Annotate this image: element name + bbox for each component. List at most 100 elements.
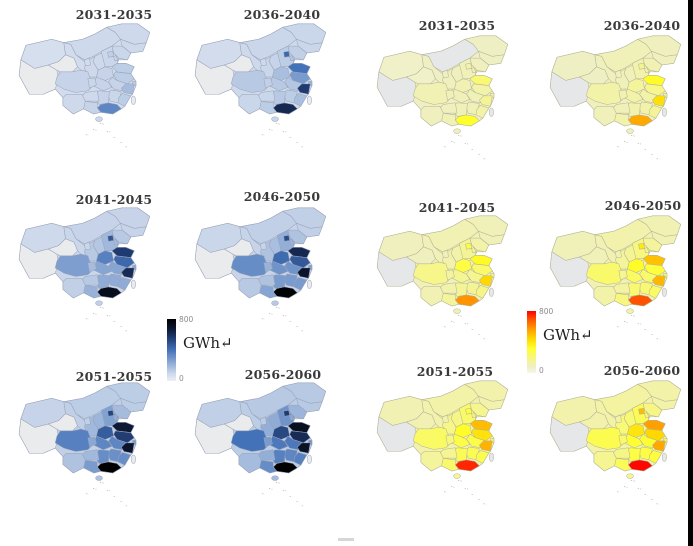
province-FJ [648, 450, 663, 464]
province-YN [62, 452, 86, 474]
province-CQ [618, 434, 628, 446]
province-FJ [293, 277, 308, 291]
sea-islands-dashes [464, 142, 469, 145]
province-CQ [445, 434, 455, 446]
province-HI [626, 473, 634, 479]
province-YN [593, 285, 617, 307]
province-TW [130, 95, 136, 105]
sea-islands-dashes [651, 333, 655, 336]
province-CQ [445, 89, 455, 101]
province-CQ [263, 77, 273, 89]
map-period-label: 2056-2060 [244, 367, 322, 382]
colorbar-max-label: 800 [179, 315, 194, 324]
sea-islands-dashes [282, 489, 287, 492]
sea-islands-dashes [125, 330, 129, 332]
province-TJ [289, 414, 295, 420]
sea-islands-dashes [106, 314, 111, 317]
province-TW [130, 279, 136, 289]
sea-islands-dashes [651, 153, 655, 156]
window-edge-border [688, 0, 693, 546]
sea-islands-dashes [301, 146, 305, 148]
province-FJ [475, 285, 490, 299]
sea-islands-dashes [296, 325, 300, 328]
province-TW [488, 452, 494, 462]
province-HI [453, 308, 461, 314]
map-period-label: 2046-2050 [604, 198, 682, 213]
colorbar-gradient [167, 319, 176, 381]
province-TJ [644, 247, 650, 253]
province-FJ [648, 105, 663, 119]
province-CQ [87, 77, 97, 89]
sea-islands-dashes [478, 153, 482, 156]
province-ZJ [652, 440, 666, 452]
sea-islands-dashes [86, 318, 89, 320]
sea-islands-dashes [471, 328, 475, 331]
province-TJ [113, 239, 119, 245]
province-HI [453, 473, 461, 479]
province-ZJ [297, 267, 311, 279]
province-TJ [471, 67, 477, 73]
sea-islands-dashes [617, 491, 620, 493]
sea-islands-dashes [450, 486, 455, 488]
sea-islands-dashes [106, 489, 111, 492]
china-choropleth-map [549, 380, 681, 505]
province-FJ [475, 450, 490, 464]
sea-islands-dashes [92, 313, 97, 315]
province-CQ [263, 261, 273, 273]
province-FJ [293, 93, 308, 107]
province-NX [84, 57, 91, 67]
province-ZJ [121, 83, 135, 95]
province-TW [488, 287, 494, 297]
colorbar-unit-label: GWh↵ [543, 326, 593, 344]
province-YN [62, 277, 86, 299]
sea-islands-dashes [282, 314, 287, 317]
china-choropleth-map [549, 35, 681, 160]
sea-islands-dashes [483, 503, 487, 505]
province-NX [442, 249, 449, 259]
province-NX [84, 416, 91, 426]
map-period-label: 2051-2055 [416, 364, 494, 379]
sea-islands-dashes [106, 130, 111, 133]
sea-islands-dashes [296, 141, 300, 144]
province-NX [442, 69, 449, 79]
province-TW [661, 452, 667, 462]
sea-islands-dashes [478, 498, 482, 501]
province-HI [95, 116, 103, 122]
china-choropleth-map [194, 23, 326, 148]
province-YN [238, 277, 262, 299]
province-ZJ [479, 440, 493, 452]
china-choropleth-map [18, 207, 150, 332]
sea-islands-dashes [457, 315, 464, 317]
province-FJ [648, 285, 663, 299]
province-HI [626, 128, 634, 134]
sea-islands-dashes [444, 146, 447, 148]
province-NX [260, 241, 267, 251]
sea-islands-dashes [99, 482, 106, 484]
map-period-label: 2046-2050 [243, 189, 321, 204]
province-NX [260, 416, 267, 426]
province-CQ [445, 269, 455, 281]
map-period-label: 2056-2060 [603, 363, 681, 378]
province-TJ [471, 247, 477, 253]
sea-islands-dashes [113, 320, 117, 323]
sea-islands-dashes [268, 313, 273, 315]
sea-islands-dashes [92, 488, 97, 490]
sea-islands-dashes [275, 307, 282, 309]
province-TW [306, 95, 312, 105]
province-TJ [289, 239, 295, 245]
sea-islands-dashes [656, 158, 660, 160]
sea-islands-dashes [301, 505, 305, 507]
province-NX [615, 249, 622, 259]
sea-islands-dashes [478, 333, 482, 336]
map-period-label: 2041-2045 [75, 192, 153, 207]
province-BJ [107, 235, 114, 242]
province-BJ [283, 51, 290, 58]
province-ZJ [297, 83, 311, 95]
province-TJ [113, 414, 119, 420]
sea-islands-dashes [125, 146, 129, 148]
province-ZJ [652, 95, 666, 107]
sea-islands-dashes [623, 321, 628, 323]
colorbar-unit-label: GWh↵ [183, 334, 233, 352]
colorbar-min-label: 0 [179, 374, 184, 383]
